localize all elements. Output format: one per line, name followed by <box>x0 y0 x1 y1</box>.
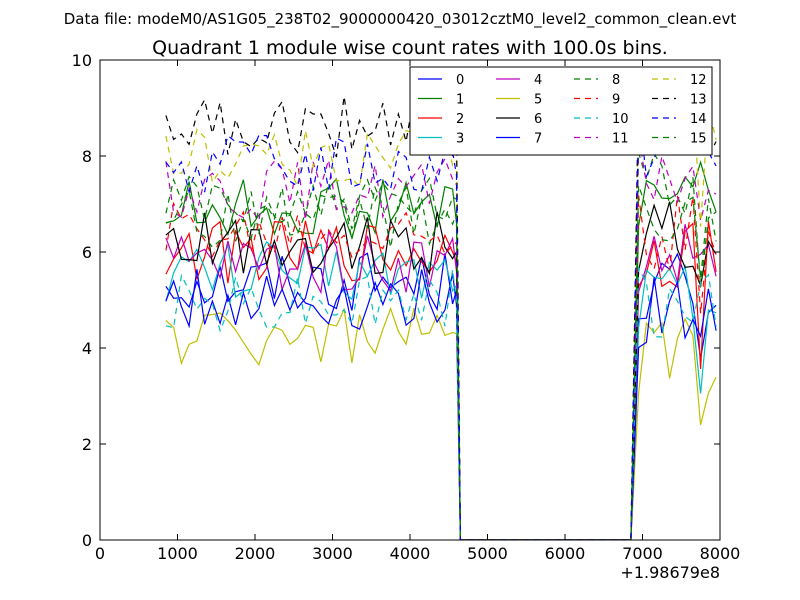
legend-label: 9 <box>612 93 620 108</box>
x-tick-label: 3000 <box>312 544 353 563</box>
y-tick-label: 8 <box>82 147 92 166</box>
series-line-3 <box>165 240 717 540</box>
x-tick-label: 8000 <box>700 544 741 563</box>
series-line-12 <box>165 81 717 540</box>
legend-label: 8 <box>612 73 620 88</box>
y-tick-label: 10 <box>72 51 92 70</box>
x-tick-label: 7000 <box>622 544 663 563</box>
legend-label: 7 <box>534 132 542 147</box>
series-line-9 <box>165 195 717 540</box>
x-axis-offset-label: +1.98679e8 <box>620 563 720 582</box>
series-line-14 <box>165 109 717 540</box>
series-line-8 <box>165 152 717 540</box>
chart-suptitle: Data file: modeM0/AS1G05_238T02_90000004… <box>64 10 737 29</box>
legend-label: 14 <box>690 112 707 127</box>
x-tick-label: 4000 <box>390 544 431 563</box>
legend-label: 0 <box>456 73 464 88</box>
y-tick-label: 2 <box>82 435 92 454</box>
legend-label: 12 <box>690 73 707 88</box>
series-line-13 <box>165 81 717 540</box>
legend-label: 10 <box>612 112 629 127</box>
x-tick-label: 6000 <box>545 544 586 563</box>
series-line-6 <box>165 201 717 540</box>
y-tick-label: 0 <box>82 531 92 550</box>
legend-label: 4 <box>534 73 542 88</box>
x-tick-label: 1000 <box>157 544 198 563</box>
series-line-10 <box>165 265 717 540</box>
y-tick-label: 6 <box>82 243 92 262</box>
x-tick-label: 2000 <box>235 544 276 563</box>
legend-label: 13 <box>690 93 707 108</box>
y-tick-label: 4 <box>82 339 92 358</box>
legend-label: 11 <box>612 132 629 147</box>
legend-label: 15 <box>690 132 707 147</box>
plot-series <box>165 81 717 540</box>
chart-title: Quadrant 1 module wise count rates with … <box>152 37 668 59</box>
series-line-11 <box>165 136 717 540</box>
legend-label: 5 <box>534 93 542 108</box>
x-tick-label: 5000 <box>467 544 508 563</box>
x-tick-label: 0 <box>95 544 105 563</box>
legend-label: 1 <box>456 93 464 108</box>
legend-frame <box>409 66 713 156</box>
x-axis: 0 1000 2000 3000 4000 5000 6000 7000 8000 <box>95 60 740 563</box>
legend-label: 6 <box>534 112 542 127</box>
series-line-4 <box>165 224 717 540</box>
legend-label: 2 <box>456 112 464 127</box>
series-line-5 <box>165 306 717 540</box>
legend-label: 3 <box>456 132 464 147</box>
